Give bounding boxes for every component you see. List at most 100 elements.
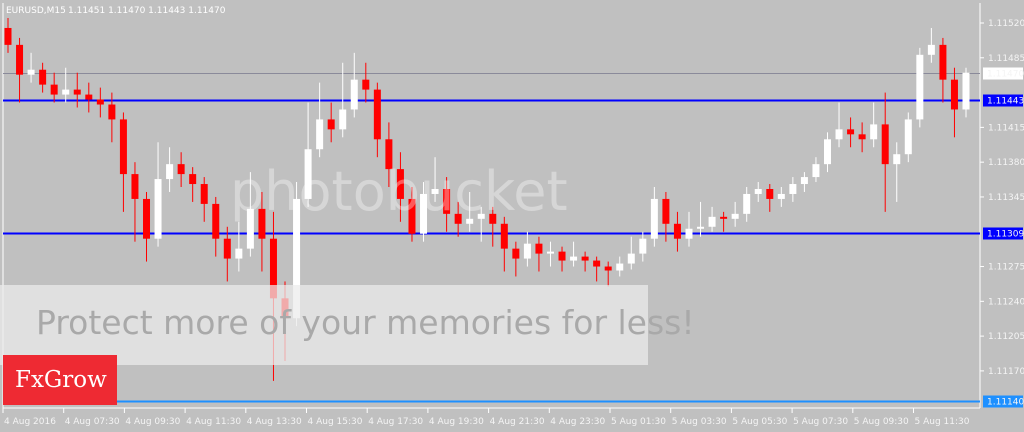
bear-candle: [662, 198, 670, 224]
bull-candle: [293, 198, 301, 319]
bull-candle: [743, 193, 751, 214]
bull-candle: [697, 226, 705, 229]
bull-candle: [339, 109, 347, 130]
y-tick-label: 1.11415: [988, 123, 1024, 133]
bear-candle: [373, 89, 381, 140]
price-label-box: [983, 67, 1023, 80]
promo-banner-text: Protect more of your memories for less!: [36, 303, 695, 342]
bear-candle: [443, 188, 451, 214]
bear-candle: [535, 243, 543, 254]
bull-candle: [466, 218, 474, 224]
bull-candle: [893, 154, 901, 165]
bear-candle: [96, 99, 104, 105]
x-tick-label: 4 Aug 17:30: [368, 417, 423, 427]
bull-candle: [777, 193, 785, 199]
bear-candle: [269, 238, 277, 299]
bear-candle: [4, 27, 12, 45]
bull-candle: [823, 139, 831, 165]
bull-candle: [246, 208, 254, 249]
bear-candle: [119, 119, 127, 175]
bull-candle: [62, 89, 70, 95]
bull-candle: [639, 238, 647, 254]
bull-candle: [27, 69, 35, 75]
price-label: 1.11443: [987, 97, 1024, 107]
promo-banner[interactable]: Protect more of your memories for less!: [0, 285, 695, 365]
x-tick-label: 4 Aug 21:30: [490, 417, 545, 427]
price-label-box: [983, 395, 1023, 408]
x-tick-label: 4 Aug 15:30: [308, 417, 363, 427]
bull-candle: [870, 124, 878, 140]
bull-candle: [927, 44, 935, 55]
fxgrow-logo: FxGrow: [3, 355, 117, 405]
photobucket-watermark: photobucket: [230, 160, 568, 223]
bear-candle: [73, 89, 81, 95]
bear-candle: [847, 129, 855, 135]
x-tick-label: 5 Aug 09:30: [854, 417, 909, 427]
bull-candle: [789, 184, 797, 194]
y-tick-label: 1.11205: [988, 332, 1024, 342]
bull-candle: [154, 179, 162, 239]
bear-candle: [258, 208, 266, 239]
bear-candle: [143, 198, 151, 239]
bear-candle: [581, 256, 589, 261]
bull-candle: [431, 188, 439, 194]
bear-candle: [362, 79, 370, 90]
bear-candle: [881, 124, 889, 165]
y-tick-label: 1.11170: [988, 367, 1024, 377]
bear-candle: [500, 223, 508, 249]
x-tick-label: 5 Aug 11:30: [915, 417, 970, 427]
price-label-box: [983, 94, 1023, 107]
bear-candle: [50, 84, 58, 95]
bull-candle: [962, 72, 970, 110]
bull-candle: [570, 256, 578, 261]
bull-candle: [904, 119, 912, 155]
x-tick-label: 4 Aug 07:30: [65, 417, 120, 427]
bull-candle: [420, 193, 428, 234]
bull-candle: [627, 253, 635, 264]
x-tick-label: 5 Aug 03:30: [672, 417, 727, 427]
ohlc-readout: 1.11451 1.11470 1.11443 1.11470: [68, 6, 226, 16]
price-label: 1.11309: [987, 230, 1024, 240]
bull-candle: [685, 228, 693, 239]
bull-candle: [650, 198, 658, 239]
bear-candle: [604, 266, 612, 271]
bull-candle: [708, 216, 716, 227]
bear-candle: [385, 139, 393, 170]
bear-candle: [673, 223, 681, 239]
bear-candle: [593, 260, 601, 267]
bear-candle: [858, 134, 866, 140]
price-label: 1.11470: [987, 70, 1024, 80]
bull-candle: [800, 177, 808, 185]
x-tick-label: 4 Aug 2016: [4, 417, 56, 427]
bull-candle: [731, 213, 739, 219]
x-tick-label: 5 Aug 01:30: [611, 417, 666, 427]
bull-candle: [616, 263, 624, 271]
bear-candle: [39, 69, 47, 85]
bull-candle: [916, 54, 924, 120]
y-tick-label: 1.11275: [988, 263, 1024, 273]
y-tick-label: 1.11240: [988, 297, 1024, 307]
bull-candle: [316, 119, 324, 150]
y-tick-label: 1.11345: [988, 193, 1024, 203]
bear-candle: [512, 248, 520, 259]
bear-candle: [396, 169, 404, 199]
bear-candle: [950, 79, 958, 110]
bear-candle: [177, 164, 185, 175]
bear-candle: [108, 104, 116, 120]
x-tick-label: 5 Aug 05:30: [732, 417, 787, 427]
bear-candle: [766, 188, 774, 199]
bear-candle: [408, 198, 416, 234]
x-tick-label: 4 Aug 19:30: [429, 417, 484, 427]
bear-candle: [939, 44, 947, 80]
bull-candle: [546, 251, 554, 254]
x-tick-label: 5 Aug 07:30: [793, 417, 848, 427]
bull-candle: [166, 164, 174, 180]
bear-candle: [131, 174, 139, 199]
price-label-box: [983, 227, 1023, 240]
bear-candle: [558, 251, 566, 261]
x-tick-label: 4 Aug 11:30: [186, 417, 241, 427]
bear-candle: [212, 203, 220, 239]
bear-candle: [85, 94, 93, 100]
y-tick-label: 1.11380: [988, 158, 1024, 168]
